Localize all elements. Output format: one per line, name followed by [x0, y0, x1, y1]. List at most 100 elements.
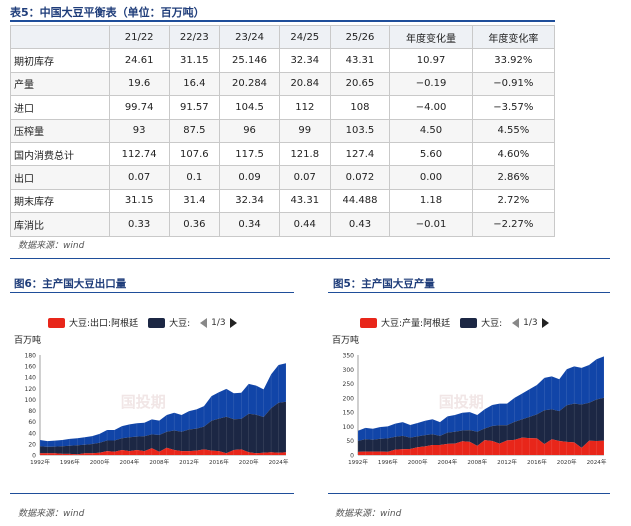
y-tick-label: 40 [28, 430, 36, 437]
chart-right-rule [328, 292, 610, 293]
table-row: 产量 19.6 16.4 20.284 20.84 20.65 −0.19 −0.91% [10, 71, 556, 97]
table-cell: 99.74 [108, 95, 170, 120]
table-cell: 32.34 [219, 188, 280, 214]
legend-item-soybean-2[interactable]: 大豆: [460, 316, 502, 329]
table-header-cell: 年度变化量 [389, 24, 473, 50]
table-row-label: 产量 [10, 71, 110, 97]
pager-text-2: 1/3 [523, 317, 538, 328]
table-cell: 91.57 [168, 95, 221, 120]
series-area-red [40, 447, 286, 455]
y-tick-label: 60 [28, 419, 36, 426]
y-tick-label: 0 [350, 453, 354, 460]
chart-left-source: 数据来源：wind [18, 509, 85, 519]
table-cell: 0.072 [329, 165, 391, 190]
x-tick-label: 2020年 [557, 458, 577, 466]
chart-left-unit: 百万吨 [14, 336, 42, 346]
table-title: 表5：中国大豆平衡表（单位：百万吨） [10, 6, 205, 19]
table-cell: 24.61 [108, 48, 170, 73]
table-cell: 121.8 [278, 141, 331, 167]
table-cell: 2.86% [471, 165, 556, 190]
x-tick-label: 2012年 [179, 458, 199, 466]
table-row: 出口 0.07 0.1 0.09 0.07 0.072 0.00 2.86% [10, 165, 556, 190]
y-tick-label: 20 [28, 441, 36, 448]
table-cell: 31.15 [108, 188, 170, 214]
y-tick-label: 180 [25, 353, 37, 360]
legend-item-argentina-2[interactable]: 大豆:产量:阿根廷 [360, 316, 450, 329]
x-tick-label: 2000年 [408, 458, 428, 466]
table-header-row: 21/22 22/23 23/24 24/25 25/26 年度变化量 年度变化率 [10, 24, 556, 50]
section-divider [10, 258, 610, 259]
table-cell: 0.43 [329, 212, 391, 237]
legend-label-argentina: 大豆:出口:阿根廷 [69, 319, 139, 329]
table-cell: 108 [329, 95, 391, 120]
watermark-text: 国投期 [439, 393, 484, 411]
x-tick-label: 1996年 [378, 458, 398, 466]
x-tick-label: 2012年 [497, 458, 517, 466]
y-tick-label: 80 [28, 408, 36, 415]
legend-item-argentina[interactable]: 大豆:出口:阿根廷 [48, 316, 138, 329]
table-cell: 87.5 [168, 118, 221, 143]
series-area-navy [358, 397, 604, 452]
legend-swatch-navy-2 [460, 317, 478, 328]
table-cell: −0.91% [471, 71, 556, 97]
table-cell: 43.31 [329, 48, 391, 73]
table-row: 库消比 0.33 0.36 0.34 0.44 0.43 −0.01 −2.27% [10, 212, 556, 237]
table-cell: 0.07 [108, 165, 170, 190]
pager-text: 1/3 [211, 317, 226, 328]
table-cell: −0.19 [389, 71, 473, 97]
y-tick-label: 100 [25, 397, 37, 404]
pager-next-icon[interactable] [229, 317, 237, 328]
y-tick-label: 100 [343, 424, 355, 431]
table-cell: 44.488 [329, 188, 391, 214]
y-tick-label: 200 [343, 395, 355, 402]
table-cell: 112.74 [108, 141, 170, 167]
y-tick-label: 160 [25, 364, 37, 371]
legend-pager: 1/3 [200, 317, 237, 328]
x-tick-label: 1992年 [348, 458, 368, 466]
pager-next-icon-2[interactable] [541, 317, 549, 328]
table-cell: 0.1 [168, 165, 221, 190]
table-cell: 4.60% [471, 141, 556, 167]
x-tick-label: 2024年 [587, 458, 607, 466]
table-cell: 31.4 [168, 188, 221, 214]
series-area-blue [358, 356, 604, 441]
chart-right-legend: 大豆:产量:阿根廷 大豆: 1/3 [360, 316, 549, 329]
pager-prev-icon[interactable] [200, 317, 208, 328]
chart-left-title: 图6：主产国大豆出口量 [14, 278, 127, 290]
chart-right-title: 图5：主产国大豆产量 [333, 278, 435, 290]
chart-left-rule [10, 292, 294, 293]
series-area-blue [40, 363, 286, 447]
table-cell: −0.01 [389, 212, 473, 237]
table-header-cell: 25/26 [329, 24, 391, 50]
table-cell: 2.72% [471, 188, 556, 214]
legend-swatch-red [48, 317, 65, 328]
table-cell: 117.5 [219, 141, 280, 167]
table-header-cell: 23/24 [219, 24, 280, 50]
table-cell: 0.33 [108, 212, 170, 237]
table-cell: −4.00 [389, 95, 473, 120]
table-cell: 112 [278, 95, 331, 120]
table-row-label: 压榨量 [10, 118, 110, 143]
y-tick-label: 150 [343, 410, 355, 417]
table-row: 压榨量 93 87.5 96 99 103.5 4.50 4.55% [10, 118, 556, 143]
series-area-red [358, 437, 604, 455]
watermark-text: 国投期 [121, 393, 166, 411]
x-tick-label: 1996年 [60, 458, 80, 466]
chart-right-bottom-rule [328, 493, 610, 494]
table-header-cell: 22/23 [168, 24, 221, 50]
table-row: 期末库存 31.15 31.4 32.34 43.31 44.488 1.18 2.72% [10, 188, 556, 214]
pager-prev-icon-2[interactable] [512, 317, 520, 328]
table-cell: 10.97 [389, 48, 473, 73]
table-cell: 25.146 [219, 48, 280, 73]
table-cell: 96 [219, 118, 280, 143]
table-cell: 43.31 [278, 188, 331, 214]
table-row-label: 国内消费总计 [10, 141, 110, 167]
legend-swatch-red-2 [360, 317, 377, 328]
legend-item-soybean[interactable]: 大豆: [148, 316, 190, 329]
table-row-label: 出口 [10, 165, 110, 190]
x-tick-label: 2020年 [239, 458, 259, 466]
table-source: 数据来源：wind [18, 241, 85, 251]
table-cell: 20.284 [219, 71, 280, 97]
table-cell: 0.34 [219, 212, 280, 237]
table-cell: −3.57% [471, 95, 556, 120]
